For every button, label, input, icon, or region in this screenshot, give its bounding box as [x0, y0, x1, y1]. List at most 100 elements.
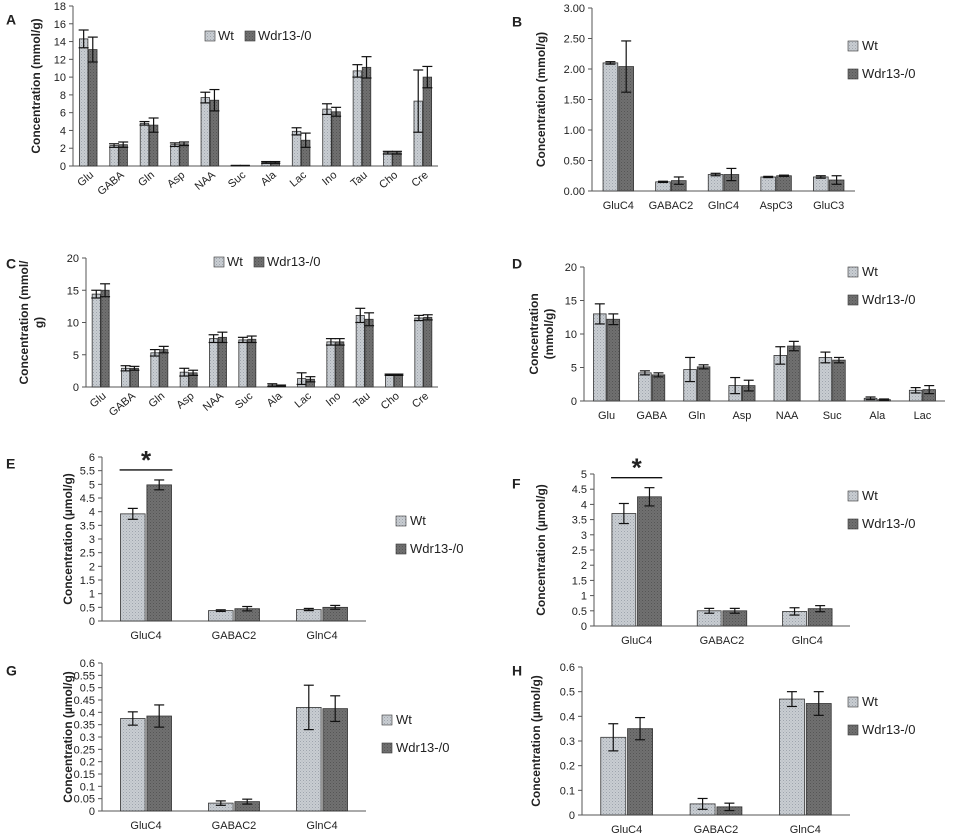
- chart-h: H 0 0.1 0.2 0.3 0.4 0.5 0.6 Concentration (µmol/…: [512, 662, 915, 836]
- bar-wt: [91, 293, 101, 388]
- x-category-label: GABAC2: [700, 635, 745, 647]
- bar-wt: [655, 181, 671, 192]
- bar-wt: [355, 315, 365, 388]
- y-tick-label: 0.35: [74, 720, 95, 732]
- x-category-label: GABA: [107, 390, 139, 419]
- legend-swatch-wt: [847, 696, 859, 708]
- x-category-label: GlnC4: [708, 200, 739, 212]
- y-axis-label: Concentration (mmol/g): [29, 18, 43, 153]
- y-tick-label: 0.45: [74, 695, 95, 707]
- legend-swatch-wdr13: [395, 543, 407, 555]
- x-category-label: Asp: [165, 169, 187, 190]
- y-tick-label: 0: [89, 616, 95, 628]
- bar-wt: [707, 174, 724, 192]
- y-tick-label: 0.6: [80, 658, 95, 670]
- x-category-label: GluC4: [611, 824, 642, 836]
- y-tick-label: 0.5: [572, 606, 587, 618]
- legend: Wt Wdr13-/0: [847, 38, 915, 81]
- x-category-label: GABAC2: [694, 824, 739, 836]
- bar-wt: [238, 339, 248, 388]
- y-tick-label: 0.3: [560, 736, 575, 748]
- y-tick-label: 4.5: [80, 493, 95, 505]
- bar-wdr13: [159, 349, 169, 388]
- x-category-label: GluC4: [130, 820, 161, 832]
- bar-wdr13: [217, 336, 227, 388]
- x-category-label: Cho: [377, 169, 400, 191]
- x-category-label: Suc: [233, 390, 256, 412]
- bar-wdr13: [423, 316, 433, 388]
- bar-wdr13: [361, 66, 372, 167]
- x-category-label: GlnC4: [792, 635, 823, 647]
- bar-wdr13: [696, 366, 711, 402]
- y-tick-label: 5: [571, 363, 577, 375]
- y-axis-label: Concentration (mmol/g): [17, 260, 46, 385]
- panel-letter: B: [512, 13, 522, 29]
- legend-label-wt: Wt: [396, 712, 412, 727]
- chart-g: G 00.050.10.150.20.250.30.350.40.450.50.5…: [6, 658, 449, 832]
- y-tick-label: 0: [569, 810, 575, 822]
- bar-wdr13: [776, 175, 792, 192]
- y-tick-label: 2.50: [564, 34, 585, 46]
- x-category-label: Gln: [688, 410, 705, 422]
- panel-letter: E: [6, 455, 15, 471]
- bar-wdr13: [637, 496, 662, 627]
- x-category-label: NAA: [776, 410, 799, 422]
- x-category-label: Glu: [88, 390, 109, 410]
- x-category-label: GlnC4: [790, 824, 821, 836]
- y-axis-label: Concentration (µmol/g): [61, 473, 75, 605]
- y-tick-label: 0.5: [80, 602, 95, 614]
- legend-label-wdr13: Wdr13-/0: [258, 28, 311, 43]
- legend-swatch-wt: [213, 256, 225, 268]
- bar-wt: [813, 176, 829, 192]
- x-category-label: GABA: [636, 410, 667, 422]
- legend-label-wt: Wt: [862, 694, 878, 709]
- legend: Wt Wdr13-/0: [204, 28, 311, 43]
- y-tick-label: 1: [581, 591, 587, 603]
- bar-wdr13: [832, 359, 846, 402]
- legend-swatch-wt: [395, 515, 407, 527]
- y-tick-label: 2.00: [564, 64, 585, 76]
- legend-label-wdr13: Wdr13-/0: [862, 66, 915, 81]
- legend: Wt Wdr13-/0: [847, 488, 915, 531]
- legend-swatch-wdr13: [381, 742, 393, 754]
- y-tick-label: 0.00: [564, 186, 585, 198]
- y-tick-label: 2: [89, 561, 95, 573]
- y-tick-label: 15: [67, 285, 79, 297]
- bar-wdr13: [179, 143, 189, 167]
- panel-letter: H: [512, 662, 522, 678]
- y-tick-label: 0: [581, 621, 587, 633]
- y-tick-label: 10: [67, 318, 79, 330]
- x-category-label: Suc: [823, 410, 842, 422]
- panel-letter: C: [6, 255, 16, 271]
- x-category-label: NAA: [201, 390, 227, 414]
- x-category-label: Tau: [351, 390, 372, 411]
- y-tick-label: 3: [89, 534, 95, 546]
- y-tick-label: 4: [60, 125, 66, 137]
- legend-label-wdr13: Wdr13-/0: [410, 541, 463, 556]
- x-category-label: Cre: [409, 169, 430, 190]
- bar-wdr13: [651, 374, 666, 402]
- bar-wdr13: [88, 49, 98, 167]
- legend-label-wdr13: Wdr13-/0: [862, 722, 915, 737]
- y-tick-label: 8: [60, 90, 66, 102]
- x-category-label: GABA: [95, 169, 127, 198]
- y-axis-label-line: Concentration (mmol/: [17, 260, 31, 385]
- bar-wt: [170, 144, 180, 167]
- panel-letter: G: [6, 662, 17, 678]
- bar-wt: [779, 698, 805, 816]
- y-tick-label: 1.50: [564, 95, 585, 107]
- bar-wt: [209, 338, 219, 388]
- x-category-label: Tau: [349, 169, 370, 190]
- x-category-label: Cho: [379, 390, 402, 412]
- x-category-label: Lac: [293, 390, 315, 411]
- bar-wdr13: [322, 708, 348, 812]
- bar-wdr13: [100, 289, 110, 388]
- x-category-label: Gln: [136, 169, 157, 189]
- y-tick-label: 10: [565, 329, 577, 341]
- x-category-label: GABAC2: [649, 200, 694, 212]
- y-axis-label: Concentration (µmol/g): [534, 484, 548, 616]
- x-category-label: Suc: [226, 169, 249, 191]
- y-tick-label: 3.00: [564, 3, 585, 15]
- y-axis-label: Concentration (µmol/g): [61, 671, 75, 803]
- y-tick-label: 4: [89, 507, 95, 519]
